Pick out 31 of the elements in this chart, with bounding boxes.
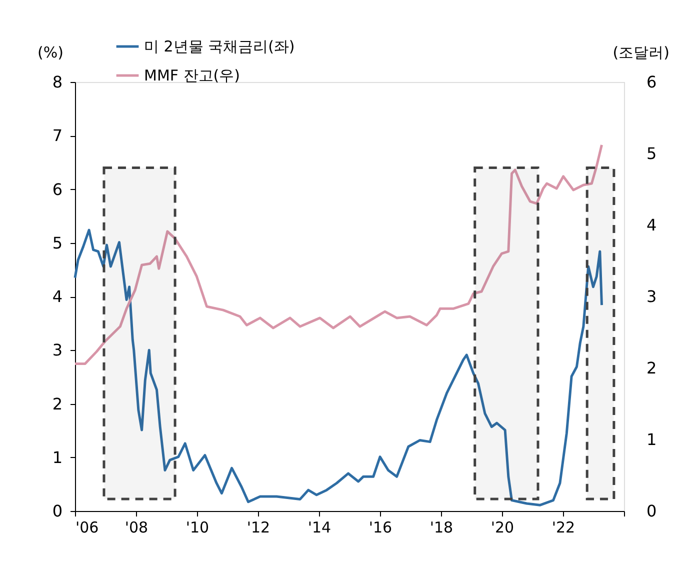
y-tick-label: 1 (52, 448, 62, 467)
x-tick-label: '06 (76, 518, 99, 536)
y-tick-label: 0 (52, 502, 62, 520)
y2-tick-label: 3 (646, 287, 657, 306)
x-tick-label: '14 (308, 518, 332, 536)
x-tick-label: '16 (368, 518, 392, 536)
y2-tick-label: 0 (646, 502, 657, 520)
y-tick-label: 3 (52, 340, 62, 360)
legend-label: 미 2년물 국채금리(좌) (144, 38, 295, 56)
x-tick-label: '12 (246, 518, 270, 536)
x-tick-label: '10 (186, 518, 210, 536)
y2-tick-label: 4 (646, 216, 657, 234)
x-tick-label: '08 (124, 518, 148, 536)
x-tick-label: '20 (490, 518, 514, 536)
y-tick-label: 8 (52, 72, 62, 92)
y-tick-label: 4 (52, 287, 62, 306)
y2-tick-label: 6 (646, 72, 657, 92)
y2-tick-label: 2 (646, 358, 657, 378)
y2-tick-label: 1 (646, 430, 657, 449)
x-tick-label: '22 (552, 518, 576, 536)
line-series (74, 228, 603, 506)
y2-axis-title: (조달러) (612, 44, 670, 62)
y2-tick-label: 5 (646, 144, 657, 163)
legend-label: MMF 잔고(우) (144, 66, 240, 84)
y-tick-label: 5 (52, 233, 62, 252)
y-axis-title: (%) (38, 44, 64, 62)
y-tick-label: 2 (52, 394, 62, 414)
x-tick-label: '18 (430, 518, 454, 536)
y-tick-label: 6 (52, 180, 62, 199)
y-tick-label: 7 (52, 126, 62, 146)
line-series (74, 144, 603, 365)
